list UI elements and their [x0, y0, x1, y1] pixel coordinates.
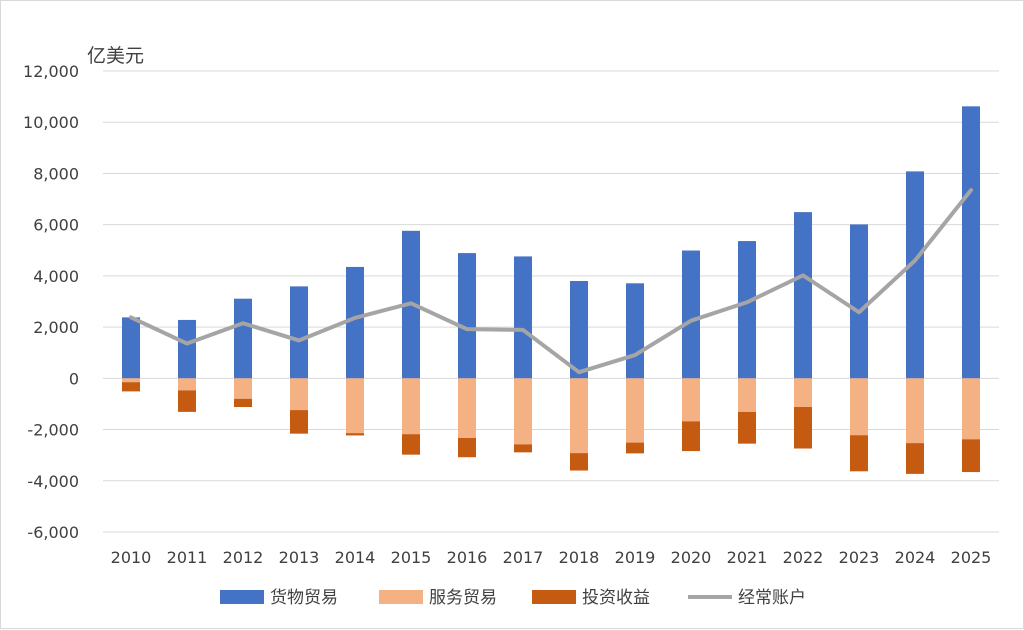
y-axis-ticks: 12,000 10,000 8,000 6,000 4,000 2,000 0 -2,000 -…	[23, 62, 79, 542]
x-tick-label: 2015	[391, 548, 432, 567]
bar-investment-income	[178, 390, 196, 412]
x-tick-label: 2019	[615, 548, 656, 567]
legend-swatch	[532, 590, 576, 604]
bar-services	[962, 378, 980, 440]
bar-investment-income	[290, 410, 308, 434]
y-tick-label: 2,000	[33, 318, 79, 337]
x-tick-label: 2013	[279, 548, 320, 567]
legend-swatch	[379, 590, 423, 604]
x-tick-label: 2025	[951, 548, 992, 567]
bar-services	[234, 378, 252, 399]
y-tick-label: -2,000	[27, 421, 79, 440]
bar-goods	[122, 317, 140, 379]
bar-goods	[962, 106, 980, 379]
x-tick-label: 2011	[167, 548, 208, 567]
bar-services	[402, 378, 420, 435]
bar-goods	[514, 256, 532, 379]
bar-services	[626, 378, 644, 443]
legend-swatch	[220, 590, 264, 604]
bar-goods	[682, 250, 700, 379]
y-axis-unit-label: 亿美元	[87, 45, 144, 67]
bar-goods	[794, 212, 812, 379]
bars	[122, 106, 980, 474]
bar-investment-income	[346, 433, 364, 436]
bar-services	[346, 378, 364, 434]
bar-goods	[290, 286, 308, 379]
y-tick-label: -6,000	[27, 523, 79, 542]
bar-investment-income	[794, 407, 812, 449]
x-tick-label: 2014	[335, 548, 376, 567]
y-tick-label: 12,000	[23, 62, 79, 81]
bar-goods	[458, 253, 476, 379]
y-tick-label: 8,000	[33, 164, 79, 183]
bar-goods	[906, 171, 924, 379]
bar-services	[850, 378, 868, 436]
legend-label: 经常账户	[738, 588, 806, 608]
x-tick-label: 2010	[111, 548, 152, 567]
bar-services	[290, 378, 308, 411]
bar-investment-income	[906, 443, 924, 474]
bar-investment-income	[962, 439, 980, 473]
y-tick-label: 0	[69, 369, 79, 388]
y-tick-label: 10,000	[23, 113, 79, 132]
legend-label: 货物贸易	[270, 588, 338, 608]
bar-services	[906, 378, 924, 444]
y-tick-label: 6,000	[33, 216, 79, 235]
x-tick-label: 2023	[839, 548, 880, 567]
bar-goods	[738, 241, 756, 379]
bar-investment-income	[458, 438, 476, 458]
bar-goods	[346, 266, 364, 379]
y-tick-label: -4,000	[27, 472, 79, 491]
bar-goods	[850, 224, 868, 379]
bar-investment-income	[234, 398, 252, 408]
x-tick-label: 2021	[727, 548, 768, 567]
bar-investment-income	[122, 382, 140, 392]
y-tick-label: 4,000	[33, 267, 79, 286]
bar-investment-income	[514, 444, 532, 453]
bar-services	[122, 378, 140, 383]
lines	[129, 188, 973, 375]
x-tick-label: 2020	[671, 548, 712, 567]
x-tick-label: 2017	[503, 548, 544, 567]
bar-services	[794, 378, 812, 408]
bar-goods	[178, 319, 196, 379]
bar-investment-income	[402, 434, 420, 455]
bar-services	[458, 378, 476, 439]
bar-investment-income	[850, 435, 868, 472]
x-tick-label: 2016	[447, 548, 488, 567]
legend: 货物贸易 服务贸易 投资收益 经常账户	[220, 588, 806, 608]
bar-investment-income	[626, 442, 644, 454]
x-axis-ticks: 2010 2011 2012 2013 2014 2015 2016 2017 2018 2019…	[111, 548, 992, 567]
bar-investment-income	[570, 453, 588, 471]
bar-services	[738, 378, 756, 412]
bar-services	[682, 378, 700, 422]
x-tick-label: 2018	[559, 548, 600, 567]
bar-goods	[626, 283, 644, 379]
x-tick-label: 2022	[783, 548, 824, 567]
bar-investment-income	[738, 411, 756, 444]
legend-label: 投资收益	[582, 588, 650, 608]
line-current-account	[129, 188, 973, 375]
bar-goods	[234, 298, 252, 379]
bar-services	[570, 378, 588, 454]
bar-goods	[570, 281, 588, 379]
bar-services	[178, 378, 196, 391]
bar-investment-income	[682, 421, 700, 452]
x-tick-label: 2024	[895, 548, 936, 567]
x-tick-label: 2012	[223, 548, 264, 567]
bar-services	[514, 378, 532, 445]
legend-label: 服务贸易	[429, 588, 497, 608]
